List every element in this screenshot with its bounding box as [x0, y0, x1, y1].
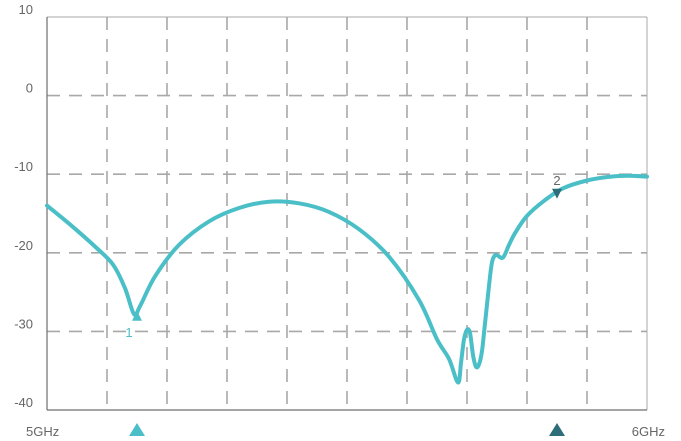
y-tick-label: 0 [26, 81, 33, 96]
trace-line [45, 173, 649, 385]
y-tick-label: -40 [14, 395, 33, 410]
markers: 12 [125, 173, 562, 340]
x-tick-label: 5GHz [26, 424, 59, 439]
marker-1-triangle [132, 310, 142, 321]
x-tick-label: 6GHz [632, 424, 665, 439]
marker-1-footer-triangle [129, 423, 145, 436]
y-tick-labels: 10 0 -10 -20 -30 -40 [14, 2, 33, 410]
footer-markers [129, 423, 565, 436]
axis-frame [46, 16, 648, 411]
marker-2-triangle [552, 188, 562, 199]
x-tick-labels: 5GHz 6GHz [26, 424, 665, 439]
trace [45, 173, 649, 385]
y-tick-label: -20 [14, 238, 33, 253]
marker-2-label: 2 [553, 173, 560, 188]
y-tick-label: 10 [19, 2, 33, 17]
grid [47, 17, 647, 410]
y-tick-label: -30 [14, 316, 33, 331]
y-tick-label: -10 [14, 159, 33, 174]
marker-2-footer-triangle [549, 423, 565, 436]
marker-1-label: 1 [125, 325, 132, 340]
